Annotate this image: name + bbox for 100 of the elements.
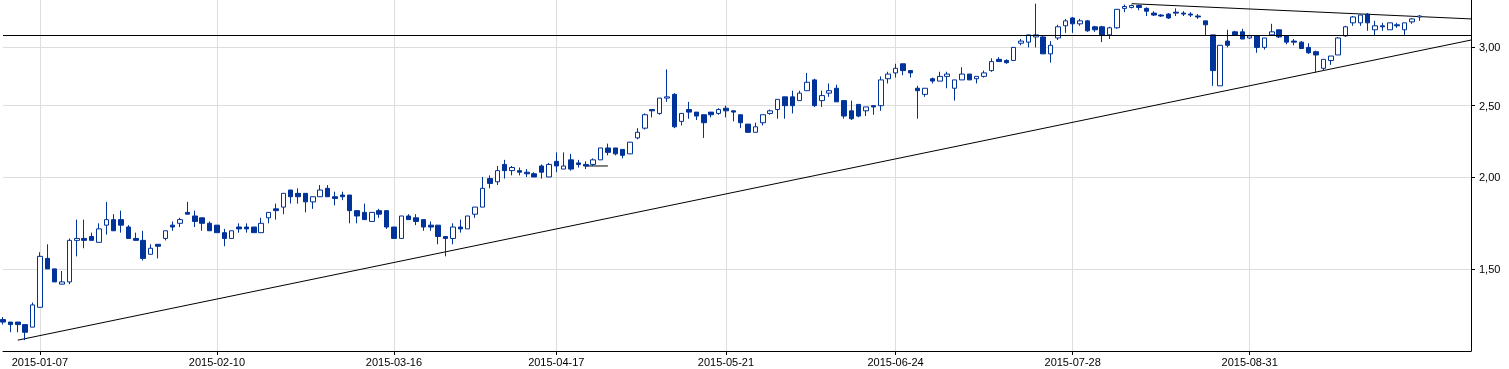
candlestick bbox=[885, 71, 891, 84]
candlestick bbox=[1350, 15, 1356, 27]
candlestick bbox=[480, 176, 485, 208]
x-tick-label: 2015-05-21 bbox=[697, 355, 755, 368]
candlestick bbox=[1004, 58, 1009, 65]
candlestick bbox=[288, 189, 293, 205]
candlestick bbox=[974, 75, 979, 84]
candlestick bbox=[170, 220, 175, 232]
candlestick bbox=[1380, 22, 1385, 32]
candlestick bbox=[1402, 22, 1407, 36]
candlestick bbox=[1018, 38, 1024, 46]
candlestick bbox=[1254, 35, 1260, 54]
candlestick bbox=[59, 270, 65, 285]
x-tick-label: 2015-06-24 bbox=[867, 355, 924, 368]
candlestick bbox=[605, 143, 611, 156]
candlestick bbox=[1085, 19, 1090, 33]
candlestick bbox=[1372, 20, 1378, 37]
candlestick bbox=[635, 127, 640, 140]
candlestick bbox=[664, 68, 670, 103]
candlestick bbox=[775, 98, 780, 120]
candlestick bbox=[723, 105, 729, 118]
candlestick bbox=[1188, 11, 1193, 18]
candlestick bbox=[996, 56, 1002, 63]
candlestick bbox=[340, 191, 345, 201]
candlestick bbox=[871, 105, 876, 116]
candlestick bbox=[967, 73, 972, 81]
candlestick bbox=[303, 192, 308, 213]
candlestick bbox=[465, 215, 470, 230]
candlestick bbox=[930, 77, 935, 84]
candlestick bbox=[900, 63, 906, 76]
candlestick bbox=[487, 174, 493, 189]
x-tick-label: 2015-07-28 bbox=[1044, 355, 1101, 368]
y-tick-label: 2,00 bbox=[1479, 170, 1501, 183]
candlestick bbox=[908, 70, 913, 79]
candlestick bbox=[863, 106, 869, 117]
candlestick bbox=[155, 243, 161, 259]
candlestick bbox=[922, 87, 928, 98]
candlestick bbox=[915, 85, 920, 120]
candlestick bbox=[37, 251, 43, 308]
candlestick bbox=[952, 79, 957, 102]
candlestick bbox=[1225, 29, 1230, 48]
candlestick bbox=[598, 147, 603, 161]
candlestick bbox=[812, 78, 817, 108]
x-tick-label: 2015-01-07 bbox=[11, 355, 69, 368]
candlestick bbox=[104, 201, 109, 236]
candlestick bbox=[222, 228, 227, 247]
candlestick bbox=[325, 184, 330, 198]
candlestick bbox=[878, 75, 884, 112]
candlestick bbox=[1136, 4, 1142, 11]
candlestick bbox=[1107, 26, 1112, 40]
candlestick bbox=[391, 226, 397, 239]
candlestick bbox=[1181, 10, 1186, 17]
candlestick bbox=[362, 203, 367, 221]
candlestick bbox=[266, 211, 271, 224]
candlestick bbox=[1262, 37, 1267, 51]
candlestick bbox=[672, 92, 677, 129]
candlestick bbox=[52, 268, 57, 283]
candlestick bbox=[185, 201, 190, 215]
candlestick bbox=[163, 230, 168, 241]
candlestick bbox=[1203, 20, 1208, 37]
candlestick bbox=[214, 224, 220, 234]
candlestick bbox=[893, 63, 898, 79]
candlestick bbox=[1291, 38, 1297, 46]
candlestick bbox=[1321, 58, 1326, 72]
candlestick bbox=[273, 203, 279, 221]
candlestick bbox=[1284, 35, 1289, 45]
y-tick-label: 2,50 bbox=[1479, 99, 1501, 112]
candlestick bbox=[576, 159, 581, 169]
candlestick bbox=[509, 165, 515, 176]
candlestick bbox=[613, 147, 618, 156]
candlestick bbox=[236, 222, 242, 234]
candlestick bbox=[1299, 40, 1304, 49]
candlestick bbox=[554, 151, 559, 173]
candlestick bbox=[1417, 14, 1422, 22]
candlestick bbox=[1409, 17, 1415, 25]
candlestick bbox=[1077, 18, 1083, 27]
candlestick bbox=[679, 112, 684, 126]
candlestick bbox=[1313, 50, 1319, 74]
candlestick bbox=[760, 114, 766, 126]
candlestick bbox=[1306, 42, 1311, 55]
candlestick bbox=[797, 90, 802, 102]
candlestick bbox=[989, 57, 994, 73]
candlestick bbox=[1343, 25, 1348, 38]
candlestick bbox=[539, 163, 544, 180]
candlestick bbox=[959, 66, 965, 81]
candlestick bbox=[421, 219, 426, 232]
candlestick bbox=[1048, 40, 1053, 64]
candlestick bbox=[89, 232, 94, 241]
candlestick bbox=[354, 210, 360, 224]
y-tick-label: 1,50 bbox=[1479, 262, 1501, 275]
candlestick bbox=[1122, 4, 1127, 13]
candlestick bbox=[849, 100, 854, 121]
candlestick bbox=[1358, 14, 1363, 27]
candlestick bbox=[443, 235, 448, 257]
candlestick bbox=[1129, 4, 1134, 9]
candlestick bbox=[620, 148, 625, 159]
y-tick-label: 3,00 bbox=[1479, 41, 1501, 54]
candlestick bbox=[0, 316, 6, 326]
candlestick bbox=[111, 213, 116, 232]
candlestick bbox=[546, 162, 552, 178]
